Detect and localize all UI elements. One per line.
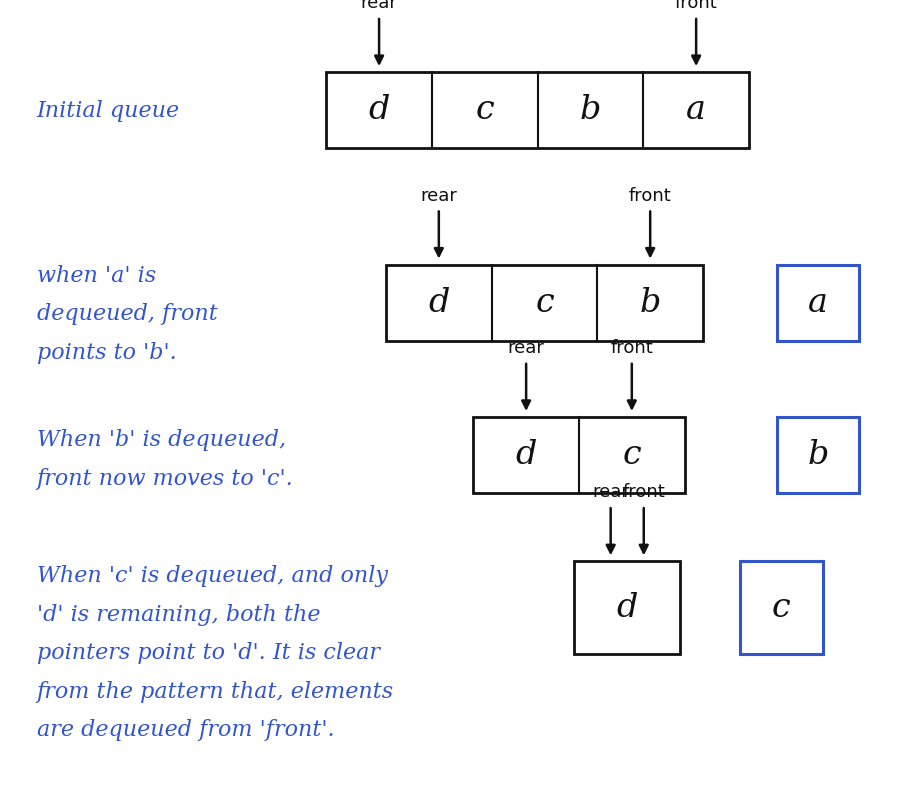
Text: front: front <box>610 339 653 357</box>
Text: d: d <box>369 95 390 126</box>
Text: c: c <box>475 95 494 126</box>
Text: b: b <box>580 95 601 126</box>
Text: dequeued, front: dequeued, front <box>37 303 218 325</box>
Text: When 'c' is dequeued, and only: When 'c' is dequeued, and only <box>37 565 388 587</box>
Text: from the pattern that, elements: from the pattern that, elements <box>37 681 394 703</box>
Text: c: c <box>622 439 641 471</box>
Text: a: a <box>686 95 706 126</box>
Bar <box>740 561 823 654</box>
Text: are dequeued from 'front'.: are dequeued from 'front'. <box>37 719 335 741</box>
Text: Initial queue: Initial queue <box>37 100 180 122</box>
Text: rear: rear <box>360 0 398 12</box>
Text: points to 'b'.: points to 'b'. <box>37 342 176 363</box>
Text: rear: rear <box>507 339 545 357</box>
Text: front: front <box>622 484 665 501</box>
Text: front: front <box>675 0 718 12</box>
Text: when 'a' is: when 'a' is <box>37 265 156 286</box>
Text: d: d <box>516 439 537 471</box>
Bar <box>777 265 859 341</box>
Text: front: front <box>629 187 672 205</box>
Text: rear: rear <box>420 187 458 205</box>
Bar <box>574 561 680 654</box>
Text: b: b <box>807 439 829 471</box>
Text: d: d <box>617 592 638 623</box>
Bar <box>326 72 749 148</box>
Text: c: c <box>535 287 554 318</box>
Text: c: c <box>772 592 790 623</box>
Text: 'd' is remaining, both the: 'd' is remaining, both the <box>37 604 320 626</box>
Text: front now moves to 'c'.: front now moves to 'c'. <box>37 468 293 489</box>
Text: a: a <box>808 287 828 318</box>
Text: d: d <box>428 287 449 318</box>
Bar <box>386 265 703 341</box>
Text: rear: rear <box>592 484 630 501</box>
Bar <box>473 417 685 493</box>
Text: b: b <box>640 287 661 318</box>
Bar <box>777 417 859 493</box>
Text: When 'b' is dequeued,: When 'b' is dequeued, <box>37 429 286 451</box>
Text: pointers point to 'd'. It is clear: pointers point to 'd'. It is clear <box>37 642 380 664</box>
